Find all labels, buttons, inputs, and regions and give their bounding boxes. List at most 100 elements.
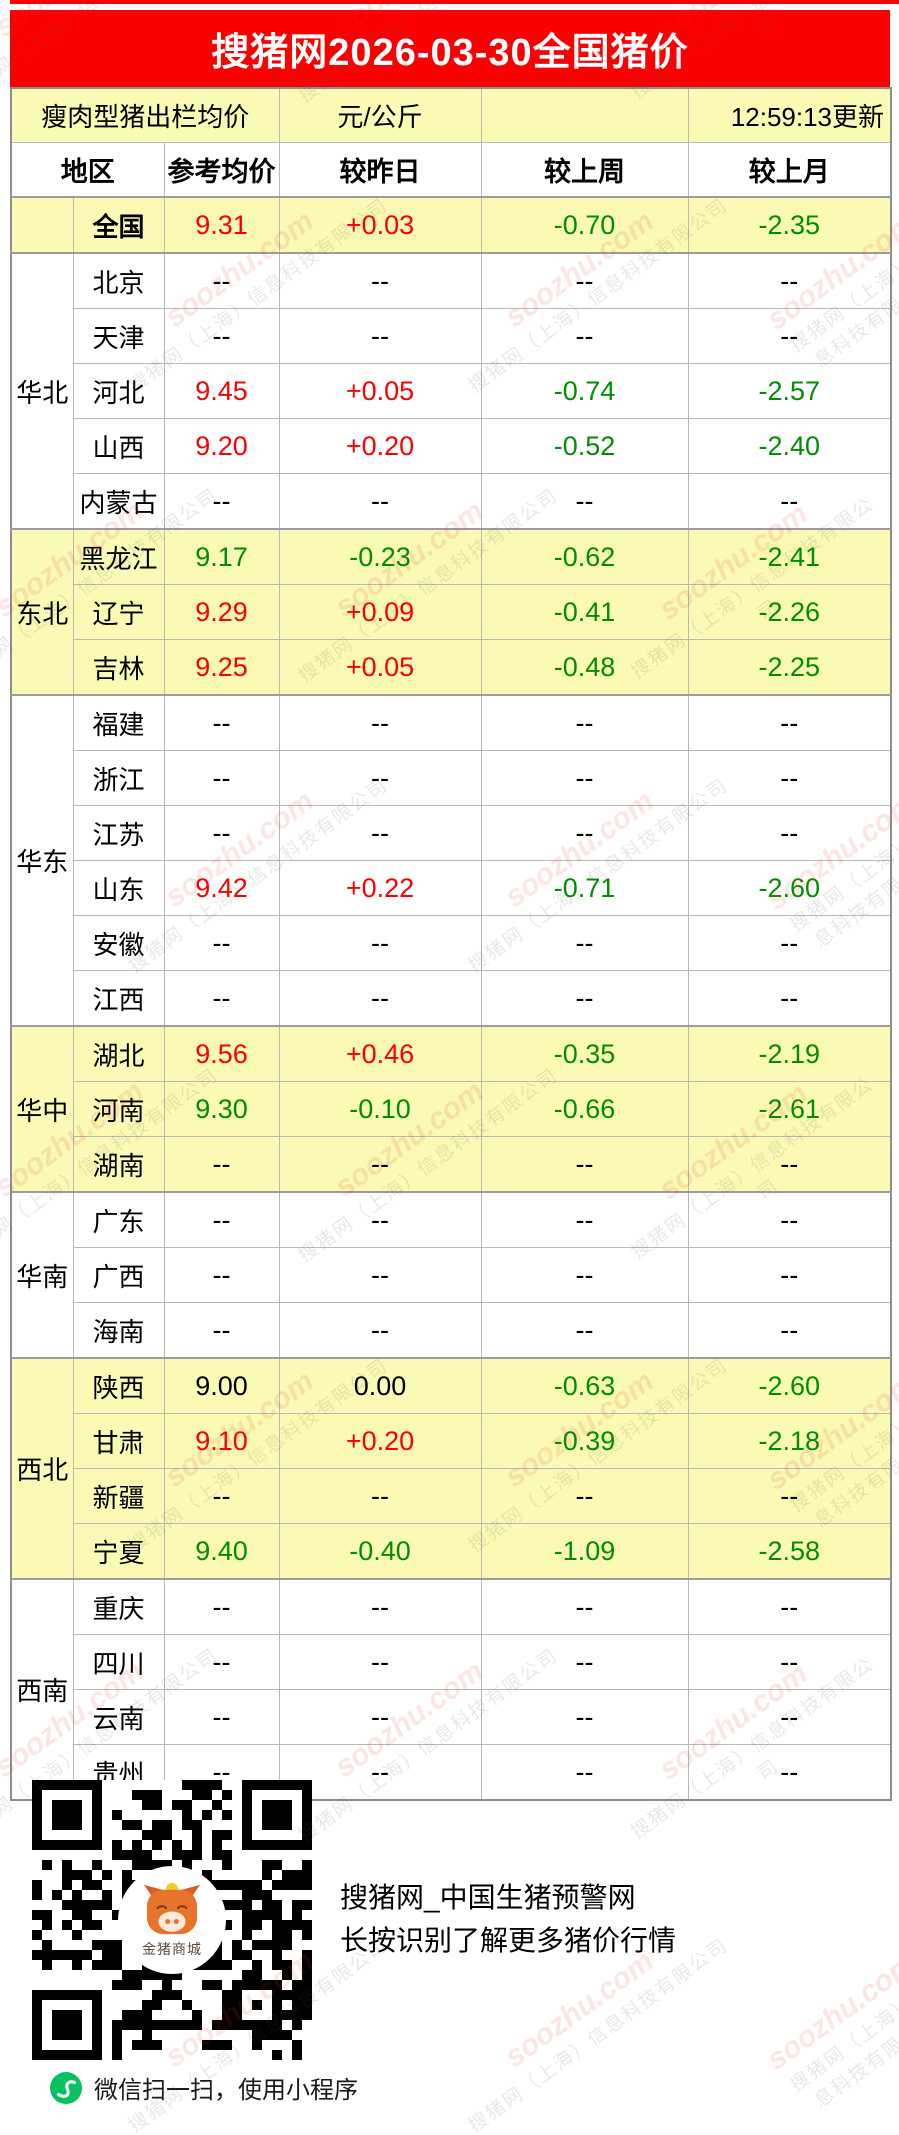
vs-yesterday-cell: -- xyxy=(278,1302,482,1359)
col-header-price: 参考均价 xyxy=(163,142,280,198)
vs-lastweek-cell: -0.66 xyxy=(480,1081,689,1137)
unit-label: 元/公斤 xyxy=(278,87,482,143)
price-cell: 9.42 xyxy=(163,860,280,916)
vs-lastweek-cell: -- xyxy=(480,915,689,971)
vs-lastweek-cell: -- xyxy=(480,805,689,861)
title-banner: 搜猪网2026-03-30全国猪价 xyxy=(10,10,890,87)
region-cell: 华中 xyxy=(10,1025,74,1193)
province-cell: 河南 xyxy=(72,1081,165,1137)
price-cell: -- xyxy=(163,1689,280,1745)
vs-yesterday-cell: -- xyxy=(278,473,482,530)
vs-lastweek-cell: -- xyxy=(480,750,689,806)
province-cell: 江西 xyxy=(72,970,165,1027)
vs-lastmonth-cell: -- xyxy=(687,252,892,309)
vs-lastweek-cell: -0.48 xyxy=(480,639,689,696)
table-row: 四川 -- -- -- -- xyxy=(11,1634,892,1690)
vs-yesterday-cell: -- xyxy=(278,252,482,309)
price-cell: 9.30 xyxy=(163,1081,280,1137)
vs-yesterday-cell: -- xyxy=(278,1247,482,1303)
vs-lastweek-cell: -- xyxy=(480,694,689,751)
province-cell: 浙江 xyxy=(72,750,165,806)
table-row: 海南 -- -- -- -- xyxy=(11,1302,892,1359)
qr-code[interactable]: 金猪商城 xyxy=(32,1780,312,2060)
vs-yesterday-cell: -- xyxy=(278,915,482,971)
price-cell: -- xyxy=(163,473,280,530)
vs-lastweek-cell: -- xyxy=(480,1744,689,1801)
province-cell: 海南 xyxy=(72,1302,165,1359)
table-row: 云南 -- -- -- -- xyxy=(11,1689,892,1745)
region-cell: 西北 xyxy=(10,1357,74,1580)
vs-lastmonth-cell: -- xyxy=(687,970,892,1027)
price-cell: -- xyxy=(163,1302,280,1359)
footer-line1: 搜猪网_中国生猪预警网 xyxy=(340,1882,636,1913)
vs-lastmonth-cell: -- xyxy=(687,1302,892,1359)
wechat-miniprogram-icon xyxy=(50,2071,82,2104)
province-cell: 四川 xyxy=(72,1634,165,1690)
vs-lastweek-cell: -0.39 xyxy=(480,1413,689,1469)
vs-lastmonth-cell: -- xyxy=(687,1634,892,1690)
table-row: 新疆 -- -- -- -- xyxy=(11,1468,892,1524)
table-row: 华中 湖北 9.56 +0.46 -0.35 -2.19 xyxy=(10,1025,892,1193)
vs-yesterday-cell: +0.09 xyxy=(278,584,482,640)
col-header-vs-lastweek: 较上周 xyxy=(480,142,689,198)
vs-yesterday-cell: 0.00 xyxy=(278,1357,482,1414)
table-row: 湖南 -- -- -- -- xyxy=(11,1136,892,1193)
vs-lastweek-cell: -- xyxy=(480,1578,689,1635)
price-cell: 9.00 xyxy=(163,1357,280,1414)
vs-lastweek-cell: -- xyxy=(480,1247,689,1303)
vs-yesterday-cell: -0.40 xyxy=(278,1523,482,1580)
price-cell: 9.20 xyxy=(163,418,280,474)
vs-lastweek-cell: -- xyxy=(480,1191,689,1248)
region-cell: 东北 xyxy=(10,528,74,696)
province-cell: 北京 xyxy=(72,252,165,309)
qr-center-logo: 金猪商城 xyxy=(118,1866,226,1974)
vs-lastweek-cell: -0.52 xyxy=(480,418,689,474)
price-cell: -- xyxy=(163,915,280,971)
vs-yesterday-cell: -- xyxy=(278,805,482,861)
vs-lastmonth-cell: -2.26 xyxy=(687,584,892,640)
qr-badge-label: 金猪商城 xyxy=(142,1940,202,1957)
price-cell: 9.31 xyxy=(163,196,280,254)
region-cell: 华北 xyxy=(10,252,74,530)
vs-yesterday-cell: +0.03 xyxy=(278,196,482,254)
vs-lastmonth-cell: -2.19 xyxy=(687,1025,892,1082)
vs-lastweek-cell: -- xyxy=(480,1634,689,1690)
vs-lastmonth-cell: -2.58 xyxy=(687,1523,892,1580)
table-row: 华南 广东 -- -- -- -- xyxy=(10,1191,892,1359)
vs-lastweek-cell: -0.63 xyxy=(480,1357,689,1414)
vs-lastweek-cell: -0.74 xyxy=(480,363,689,419)
vs-lastmonth-cell: -- xyxy=(687,1468,892,1524)
vs-yesterday-cell: -0.23 xyxy=(278,528,482,585)
province-cell: 宁夏 xyxy=(72,1523,165,1580)
vs-yesterday-cell: -- xyxy=(278,750,482,806)
province-cell: 内蒙古 xyxy=(72,473,165,530)
vs-lastmonth-cell: -2.61 xyxy=(687,1081,892,1137)
vs-lastmonth-cell: -- xyxy=(687,694,892,751)
price-cell: -- xyxy=(163,1191,280,1248)
vs-lastweek-cell: -0.70 xyxy=(480,196,689,254)
vs-lastmonth-cell: -2.41 xyxy=(687,528,892,585)
top-red-line xyxy=(10,0,899,4)
region-cell: 华东 xyxy=(10,694,74,1027)
table-row: 西南 重庆 -- -- -- -- xyxy=(10,1578,892,1801)
subheader-blank xyxy=(480,87,689,143)
vs-lastweek-cell: -- xyxy=(480,1689,689,1745)
vs-lastmonth-cell: -- xyxy=(687,1191,892,1248)
subheader-row: 瘦肉型猪出栏均价 元/公斤 12:59:13更新 xyxy=(10,87,892,143)
updated-time: 12:59:13更新 xyxy=(687,87,892,143)
vs-lastmonth-cell: -2.60 xyxy=(687,860,892,916)
vs-lastmonth-cell: -- xyxy=(687,1247,892,1303)
footer-line2: 长按识别了解更多猪价行情 xyxy=(340,1925,677,1956)
price-cell: 9.29 xyxy=(163,584,280,640)
vs-lastmonth-cell: -- xyxy=(687,805,892,861)
province-cell: 辽宁 xyxy=(72,584,165,640)
price-cell: -- xyxy=(163,252,280,309)
vs-yesterday-cell: +0.22 xyxy=(278,860,482,916)
vs-yesterday-cell: -- xyxy=(278,1468,482,1524)
vs-lastmonth-cell: -2.60 xyxy=(687,1357,892,1414)
vs-lastmonth-cell: -- xyxy=(687,308,892,364)
vs-yesterday-cell: -- xyxy=(278,1136,482,1193)
vs-yesterday-cell: -- xyxy=(278,1689,482,1745)
table-row: 宁夏 9.40 -0.40 -1.09 -2.58 xyxy=(11,1523,892,1580)
